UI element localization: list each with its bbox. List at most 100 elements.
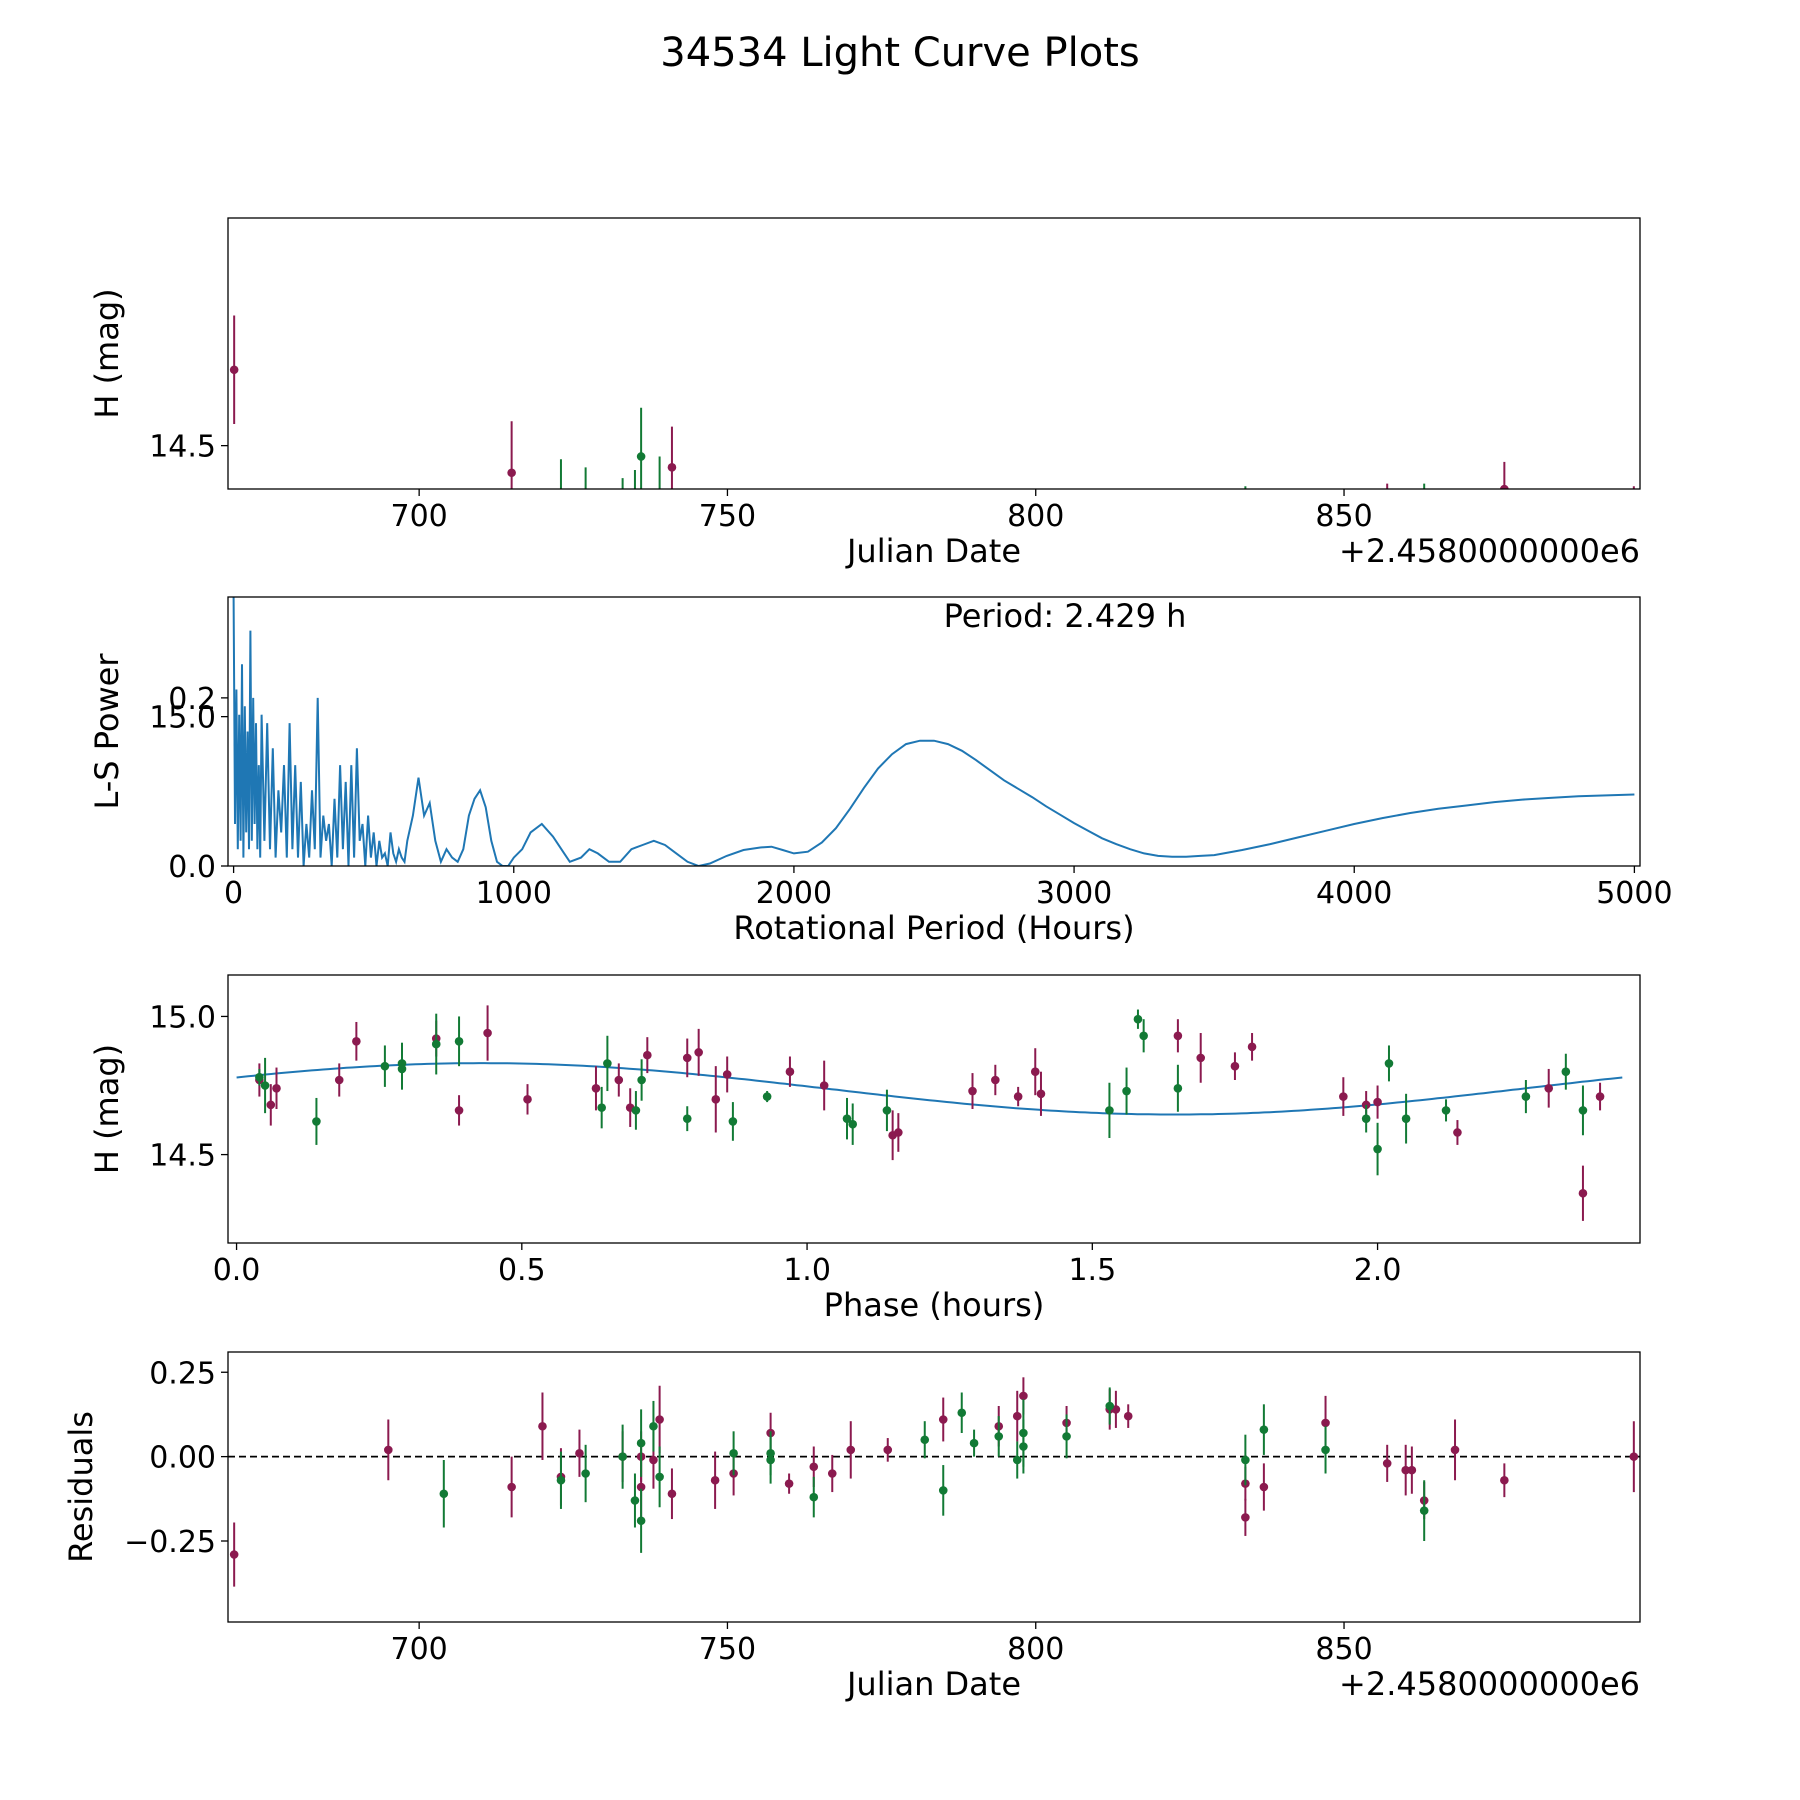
green-data-point — [1241, 523, 1250, 532]
magenta-data-point — [1500, 484, 1509, 489]
magenta-data-point — [994, 674, 1003, 683]
y-tick-label: 0.00 — [149, 1441, 216, 1476]
residuals-plot-area — [228, 1377, 1640, 1587]
magenta-data-point — [352, 1037, 361, 1046]
green-data-point — [1259, 1425, 1269, 1434]
magenta-data-point — [523, 1095, 532, 1104]
magenta-data-point — [649, 1455, 658, 1465]
x-tick-label: 5000 — [1596, 876, 1672, 911]
y-axis-label: H (mag) — [88, 1044, 126, 1174]
green-data-point — [380, 1061, 390, 1071]
magenta-data-point — [1629, 1452, 1639, 1461]
magenta-data-point — [1407, 1465, 1417, 1475]
green-data-point — [1578, 1106, 1588, 1115]
phased-panel: 0.0 0.5 1.0 1.5 2.0 15.0 14.5 Phase (hours) H (m… — [88, 974, 1641, 1324]
green-data-point — [994, 582, 1003, 591]
green-data-point — [1361, 1114, 1371, 1123]
magenta-data-point — [575, 1448, 584, 1458]
periodogram-panel: 0 1000 2000 3000 4000 5000 0.0 0.2 Rotational Pe… — [88, 596, 1673, 947]
magenta-data-point — [636, 1482, 646, 1492]
magenta-data-point — [809, 539, 818, 548]
green-data-point — [1173, 1083, 1183, 1093]
green-data-point — [1321, 1445, 1330, 1455]
lightcurve-plot-area — [229, 315, 1635, 694]
green-data-point — [969, 1438, 979, 1448]
magenta-data-point — [968, 1086, 977, 1096]
magenta-data-point — [711, 1095, 721, 1104]
green-data-point — [440, 555, 449, 564]
y-tick-label: 15.0 — [149, 1000, 216, 1035]
y-tick-label: 14.5 — [149, 430, 216, 465]
magenta-data-point — [1373, 1097, 1382, 1107]
magenta-data-point — [1019, 1391, 1028, 1401]
green-data-point — [1561, 1067, 1571, 1077]
magenta-data-point — [507, 1482, 516, 1492]
x-tick-label: 0 — [224, 876, 243, 911]
magenta-data-point — [682, 1053, 692, 1063]
magenta-data-point — [722, 1070, 732, 1079]
fit-curve — [236, 1062, 1623, 1116]
magenta-data-point — [694, 1048, 703, 1057]
green-data-point — [636, 1516, 646, 1526]
periodogram-line — [232, 597, 1635, 866]
green-data-point — [636, 1438, 646, 1448]
x-tick-label: 750 — [699, 1632, 756, 1667]
magenta-data-point — [1241, 517, 1250, 526]
magenta-data-point — [1124, 664, 1133, 673]
green-data-point — [637, 577, 646, 586]
magenta-data-point — [819, 1081, 829, 1090]
green-data-point — [728, 1117, 738, 1126]
green-data-point — [557, 501, 566, 510]
green-data-point — [1441, 1106, 1451, 1115]
residuals-axes-frame — [227, 1351, 1641, 1623]
green-data-point — [255, 1072, 264, 1082]
magenta-data-point — [991, 1075, 1000, 1085]
green-data-point — [260, 1081, 270, 1090]
magenta-data-point — [1339, 1092, 1348, 1101]
x-tick-label: 1.0 — [783, 1253, 831, 1288]
magenta-data-point — [1230, 1061, 1240, 1071]
green-data-point — [1321, 577, 1330, 586]
green-data-point — [312, 1117, 321, 1126]
magenta-data-point — [785, 1067, 795, 1077]
x-tick-label: 800 — [1007, 499, 1064, 534]
magenta-data-point — [454, 1106, 464, 1115]
magenta-data-point — [266, 1100, 276, 1110]
x-offset-label: +2.4580000000e6 — [1339, 532, 1640, 570]
green-data-point — [1139, 1031, 1148, 1041]
periodogram-plot-area — [232, 597, 1635, 866]
magenta-data-point — [828, 550, 837, 559]
green-data-point — [597, 1103, 606, 1112]
figure-title: 34534 Light Curve Plots — [660, 30, 1139, 76]
green-data-point — [1419, 1506, 1429, 1515]
magenta-data-point — [1173, 1031, 1183, 1041]
magenta-data-point — [1401, 1465, 1410, 1475]
magenta-data-point — [827, 1469, 837, 1478]
green-data-point — [729, 1448, 738, 1458]
magenta-data-point — [1247, 1042, 1257, 1052]
green-data-point — [439, 1489, 449, 1499]
x-tick-label: 800 — [1007, 1632, 1064, 1667]
magenta-data-point — [1019, 636, 1028, 645]
y-tick-label: 15.0 — [149, 701, 216, 736]
magenta-data-point — [711, 550, 720, 559]
magenta-data-point — [1578, 1188, 1588, 1198]
green-data-point — [655, 512, 664, 521]
magenta-data-point — [655, 685, 664, 694]
periodogram-axes-frame — [227, 596, 1641, 867]
magenta-data-point — [591, 1083, 601, 1093]
magenta-data-point — [1013, 1092, 1023, 1101]
green-data-point — [581, 496, 590, 505]
x-tick-label: 1.5 — [1068, 1253, 1116, 1288]
magenta-data-point — [384, 1445, 393, 1455]
magenta-data-point — [229, 1550, 239, 1559]
x-tick-label: 850 — [1315, 499, 1372, 534]
phased-plot-area — [236, 1005, 1623, 1221]
magenta-data-point — [785, 512, 794, 521]
magenta-data-point — [667, 1489, 677, 1499]
green-data-point — [630, 1496, 640, 1505]
y-axis-label: Residuals — [62, 1411, 100, 1563]
green-data-point — [431, 1039, 441, 1049]
x-axis-label: Julian Date — [845, 1665, 1021, 1703]
green-data-point — [1019, 658, 1028, 667]
